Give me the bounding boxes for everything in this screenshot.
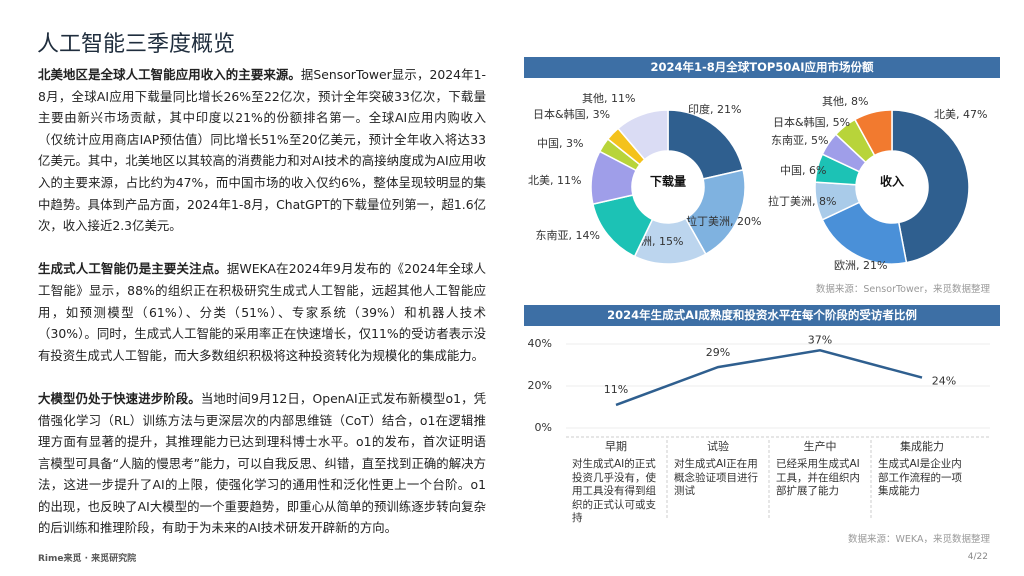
stage-description: 对生成式AI正在用概念验证项目进行测试: [674, 458, 758, 497]
y-tick-label: 40%: [528, 337, 552, 350]
body: 据SensorTower显示，2024年1-8月，全球AI应用下载量同比增长26…: [38, 67, 486, 234]
paragraph: 生成式人工智能仍是主要关注点。据WEKA在2024年9月发布的《2024年全球人…: [38, 258, 486, 366]
slice-label: 日本&韩国, 5%: [773, 115, 850, 129]
value-label: 24%: [932, 375, 956, 388]
y-tick-label: 20%: [528, 379, 552, 392]
slice-label: 中国, 3%: [537, 137, 583, 150]
body: 当地时间9月12日，OpenAI正式发布新模型o1，凭借强化学习（RL）训练方法…: [38, 390, 487, 536]
donut-slice: [667, 109, 744, 180]
slice-label: 其他, 11%: [582, 92, 635, 105]
text-column: 北美地区是全球人工智能应用收入的主要来源。据SensorTower显示，2024…: [38, 64, 486, 561]
slice-label: 东南亚, 5%: [771, 134, 828, 147]
value-label: 37%: [808, 333, 832, 346]
slice-label: 北美, 47%: [934, 108, 987, 121]
lead: 大模型仍处于快速进步阶段。: [38, 390, 201, 406]
lead: 生成式人工智能仍是主要关注点。: [38, 261, 227, 277]
paragraph: 大模型仍处于快速进步阶段。当地时间9月12日，OpenAI正式发布新模型o1，凭…: [38, 388, 486, 539]
paragraph: 北美地区是全球人工智能应用收入的主要来源。据SensorTower显示，2024…: [38, 64, 486, 237]
x-tick-label: 生产中: [804, 439, 837, 453]
stage-description: 已经采用生成式AI工具，并在组织内部扩展了能力: [776, 458, 860, 497]
donut-slice: [617, 109, 669, 161]
slice-label: 印度, 21%: [688, 102, 741, 116]
source: 数据来源：SensorTower，来觅数据整理: [815, 284, 990, 295]
slice-label: 东南亚, 14%: [536, 229, 600, 242]
stage-description: 对生成式AI的正式投资几乎没有，使用工具没有得到组织的正式认可或支持: [572, 458, 656, 524]
line: [615, 349, 923, 407]
panel-title: 2024年1-8月全球TOP50AI应用市场份额: [524, 57, 1000, 78]
page-number: 4/22: [967, 552, 988, 562]
slice-label: 北美, 11%: [528, 174, 581, 187]
source: 数据来源：WEKA，来觅数据整理: [848, 534, 990, 545]
stage-description: 生成式AI是企业内部工作流程的一项集成能力: [878, 458, 962, 497]
slice-label: 拉丁美洲, 20%: [686, 214, 761, 228]
x-tick-label: 试验: [707, 439, 729, 453]
x-tick-label: 集成能力: [900, 439, 944, 453]
donut-center-label: 收入: [880, 174, 904, 189]
slice-label: 欧洲, 21%: [834, 259, 887, 272]
slice-label: 中国, 6%: [780, 164, 826, 177]
body: 据WEKA在2024年9月发布的《2024年全球人工智能》显示，88%的组织正在…: [38, 261, 486, 363]
brand: Rime来觅 · 来觅研究院: [38, 554, 137, 564]
lead: 北美地区是全球人工智能应用收入的主要来源。: [38, 67, 301, 82]
value-label: 11%: [604, 383, 628, 396]
slide-title: 人工智能三季度概览: [37, 32, 236, 57]
slice-label: 拉丁美洲, 8%: [768, 194, 836, 208]
donut-slice: [891, 109, 970, 264]
slice-label: 其他, 8%: [822, 95, 868, 108]
donut-center-label: 下载量: [650, 174, 686, 189]
y-tick-label: 0%: [535, 421, 552, 434]
value-label: 29%: [706, 346, 730, 359]
donut-slice: [853, 109, 893, 157]
x-tick-label: 早期: [605, 440, 627, 453]
panel-title: 2024年生成式AI成熟度和投资水平在每个阶段的受访者比例: [524, 305, 1000, 326]
slice-label: 日本&韩国, 3%: [533, 107, 610, 121]
